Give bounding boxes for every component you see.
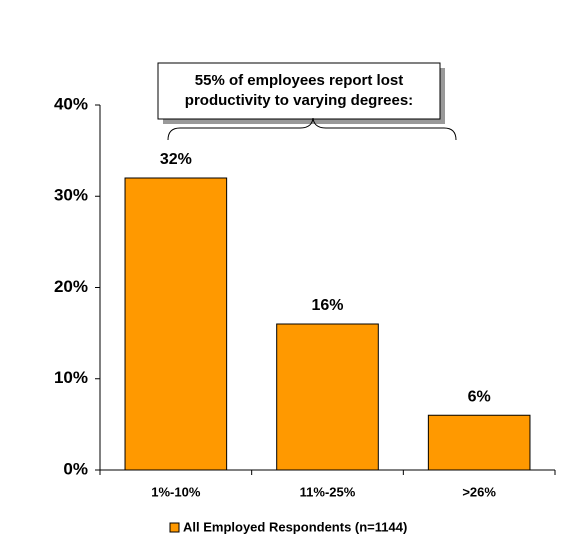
legend-swatch: [169, 522, 180, 533]
value-label: 6%: [468, 388, 491, 405]
y-tick-label: 10%: [54, 368, 88, 387]
value-label: 16%: [311, 297, 343, 314]
y-tick-label: 30%: [54, 186, 88, 205]
value-label: 32%: [160, 151, 192, 168]
brace: [167, 117, 457, 141]
x-tick-label: >26%: [462, 484, 496, 499]
annotation: 55% of employees report lost: [195, 72, 403, 89]
y-tick-label: 20%: [54, 277, 88, 296]
x-tick-label: 11%-25%: [300, 484, 356, 499]
bar: [276, 323, 379, 471]
y-tick-label: 0%: [63, 459, 88, 478]
annotation-box: [157, 62, 441, 120]
bar: [124, 177, 228, 471]
annotation: productivity to varying degrees:: [185, 92, 413, 109]
legend-label: All Employed Respondents (n=1144): [183, 519, 407, 534]
x-tick-label: 1%-10%: [151, 484, 201, 499]
y-tick-label: 40%: [54, 94, 88, 113]
bar: [427, 414, 531, 471]
